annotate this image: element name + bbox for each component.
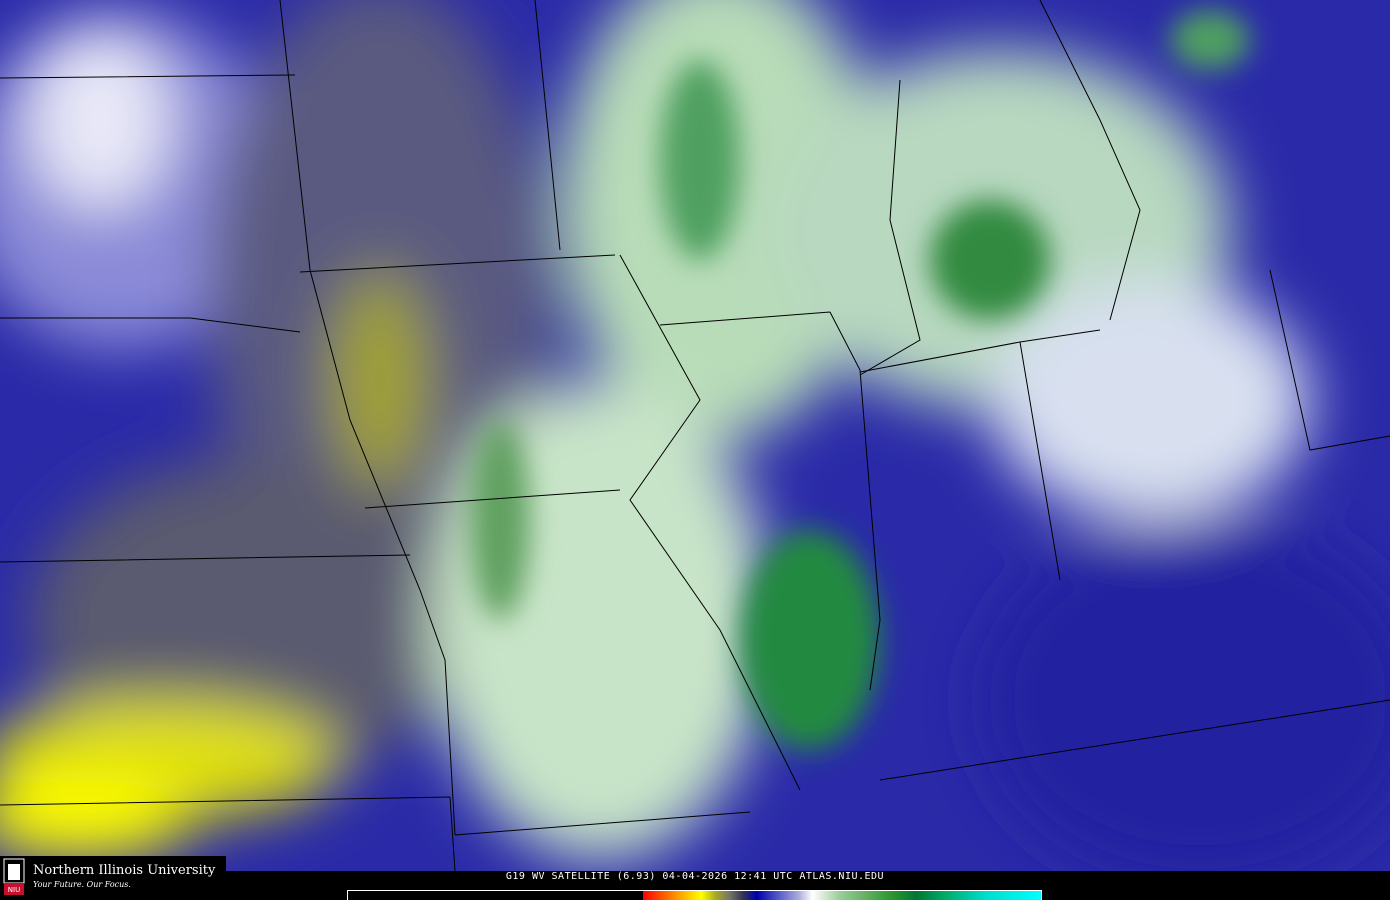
niu-logo: NIU Northern Illinois University Your Fu…: [0, 856, 226, 900]
university-name: Northern Illinois University: [33, 863, 216, 878]
color-scale-bar: [347, 890, 1042, 900]
state-borders: [0, 0, 1390, 871]
niu-shield-icon: NIU: [3, 858, 25, 895]
satellite-caption: G19 WV SATELLITE (6.93) 04-04-2026 12:41…: [505, 871, 885, 882]
svg-text:NIU: NIU: [8, 886, 20, 894]
university-tagline: Your Future. Our Focus.: [33, 880, 131, 889]
water-vapor-satellite-map: [0, 0, 1390, 871]
